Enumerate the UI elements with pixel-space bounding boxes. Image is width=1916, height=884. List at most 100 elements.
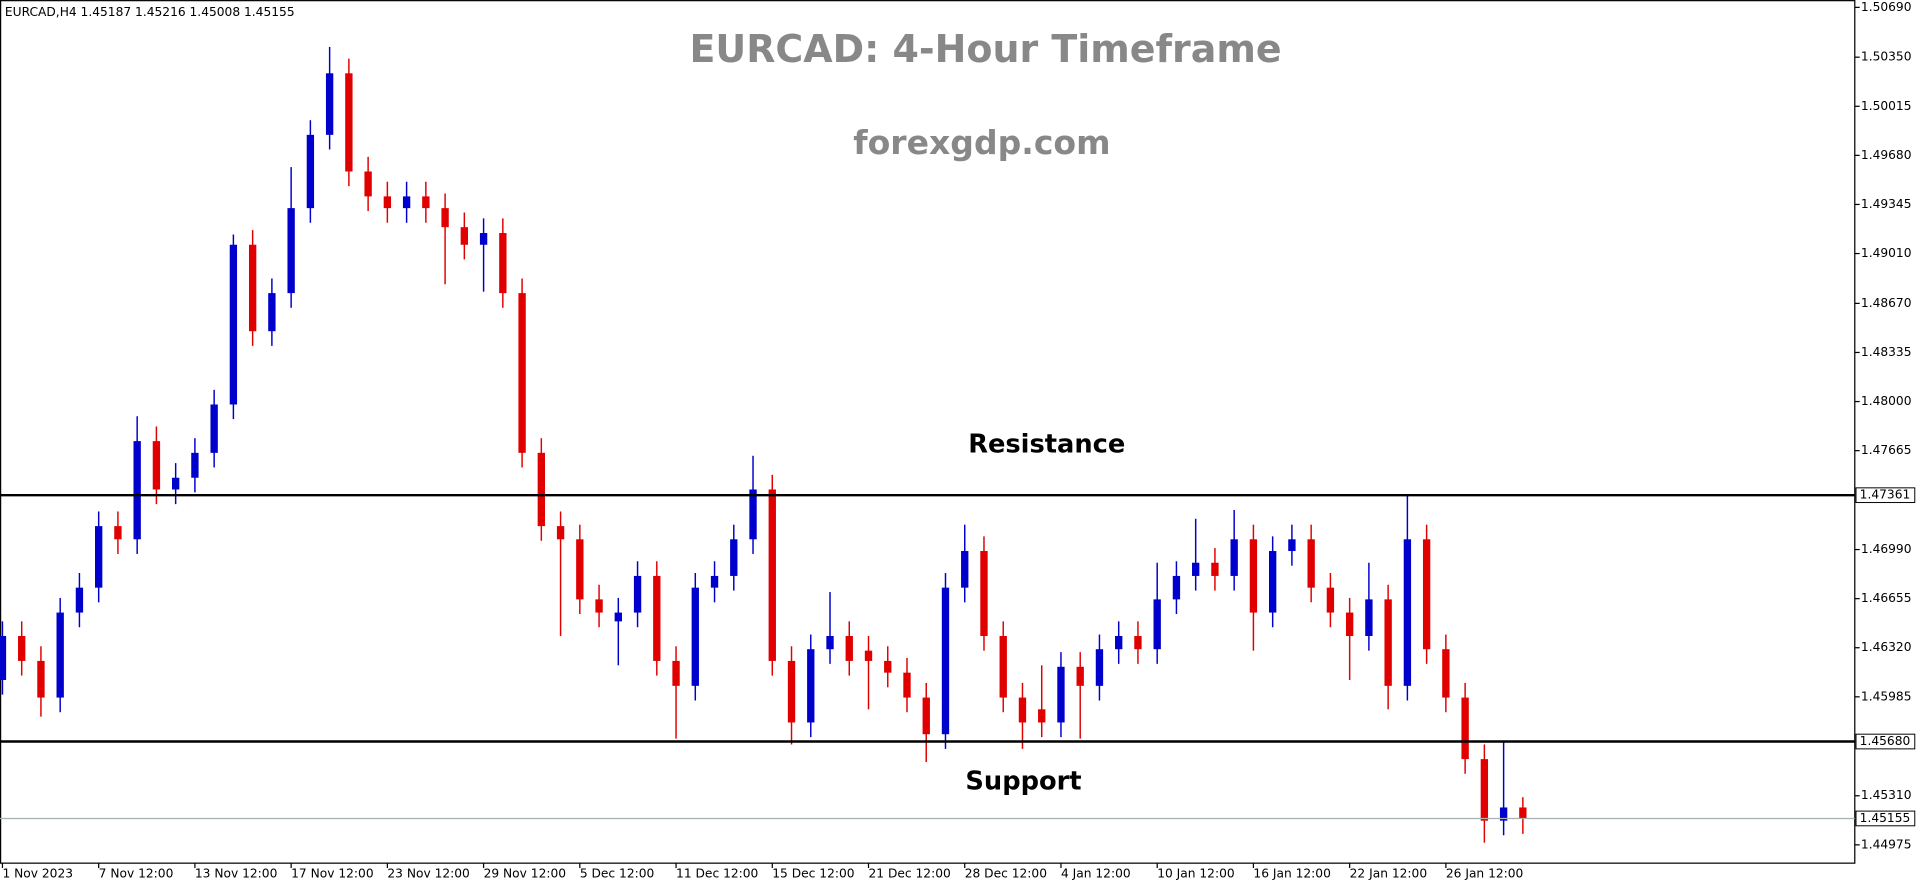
x-tick-label: 4 Jan 12:00 bbox=[1061, 867, 1131, 881]
candle-body bbox=[114, 526, 122, 540]
x-tick-label: 17 Nov 12:00 bbox=[291, 867, 373, 881]
x-tick-label: 28 Dec 12:00 bbox=[965, 867, 1047, 881]
candle-body bbox=[787, 660, 796, 723]
chart-subtitle: forexgdp.com bbox=[853, 123, 1110, 162]
candle-body bbox=[1018, 697, 1027, 723]
candle-body bbox=[1268, 551, 1277, 613]
level-price-box bbox=[1855, 487, 1916, 504]
symbol-info: EURCAD,H4 1.45187 1.45216 1.45008 1.4515… bbox=[5, 5, 295, 19]
candle-body bbox=[614, 612, 622, 622]
candle-body bbox=[210, 404, 218, 453]
candle-body bbox=[479, 233, 488, 245]
candle-body bbox=[1480, 759, 1489, 821]
candle-body bbox=[518, 293, 526, 453]
y-tick-label: 1.46655 bbox=[1861, 591, 1912, 605]
y-tick-label: 1.48000 bbox=[1861, 394, 1912, 408]
candle-body bbox=[941, 587, 950, 735]
candle-body bbox=[961, 551, 969, 588]
x-tick-label: 11 Dec 12:00 bbox=[676, 867, 758, 881]
x-tick-label: 13 Nov 12:00 bbox=[195, 867, 277, 881]
x-tick-label: 1 Nov 2023 bbox=[2, 867, 73, 881]
x-tick-label: 21 Dec 12:00 bbox=[869, 867, 951, 881]
candle-body bbox=[268, 293, 276, 332]
level-name: Support bbox=[965, 766, 1081, 796]
candle-body bbox=[1249, 539, 1258, 613]
y-tick-label: 1.48335 bbox=[1861, 345, 1912, 359]
level-price-label: 1.47361 bbox=[1860, 488, 1911, 502]
chart-title: EURCAD: 4-Hour Timeframe bbox=[689, 27, 1281, 71]
candle-body bbox=[0, 636, 7, 680]
candle-body bbox=[1461, 697, 1469, 760]
candle-body bbox=[1172, 575, 1181, 600]
candle-body bbox=[18, 636, 26, 661]
candle-body bbox=[345, 73, 353, 172]
candle-body bbox=[1192, 562, 1200, 576]
candle-body bbox=[576, 539, 584, 600]
candle-body bbox=[1365, 599, 1373, 637]
y-tick-label: 1.46990 bbox=[1861, 542, 1912, 556]
candle-body bbox=[152, 441, 161, 490]
x-tick-label: 26 Jan 12:00 bbox=[1446, 867, 1523, 881]
candle-body bbox=[287, 208, 295, 294]
y-tick-label: 1.50350 bbox=[1861, 50, 1912, 64]
candle-body bbox=[903, 672, 911, 698]
candle-body bbox=[807, 649, 815, 723]
candle-body bbox=[1153, 599, 1161, 650]
y-tick-label: 1.49680 bbox=[1861, 148, 1912, 162]
current-price-label: 1.45155 bbox=[1860, 811, 1911, 825]
y-tick-label: 1.49345 bbox=[1861, 197, 1912, 211]
x-tick-label: 10 Jan 12:00 bbox=[1157, 867, 1234, 881]
plot-frame bbox=[0, 0, 1856, 864]
x-tick-label: 22 Jan 12:00 bbox=[1350, 867, 1427, 881]
candle-body bbox=[364, 171, 372, 197]
current-price-box bbox=[1855, 810, 1916, 827]
candle-body bbox=[710, 575, 719, 588]
candle-body bbox=[56, 612, 64, 698]
candle-body bbox=[845, 636, 853, 661]
y-tick-label: 1.45310 bbox=[1861, 788, 1912, 802]
candle-body bbox=[595, 599, 603, 613]
y-tick-label: 1.49010 bbox=[1861, 246, 1912, 260]
candle-body bbox=[1499, 807, 1508, 821]
candle-body bbox=[1442, 649, 1450, 698]
candle-body bbox=[864, 650, 873, 661]
candle-body bbox=[556, 526, 565, 540]
y-tick-label: 1.50015 bbox=[1861, 99, 1912, 113]
candle-body bbox=[1134, 636, 1142, 650]
candle-body bbox=[383, 196, 392, 209]
y-tick-label: 1.47665 bbox=[1861, 443, 1912, 457]
candle-body bbox=[460, 227, 469, 245]
x-tick-label: 5 Dec 12:00 bbox=[580, 867, 654, 881]
y-tick-label: 1.45985 bbox=[1861, 689, 1912, 703]
candle-body bbox=[1230, 539, 1238, 576]
x-tick-label: 29 Nov 12:00 bbox=[484, 867, 566, 881]
candle-body bbox=[133, 441, 141, 540]
candle-body bbox=[653, 575, 661, 661]
y-tick-label: 1.48670 bbox=[1861, 296, 1912, 310]
candle-body bbox=[1403, 539, 1412, 686]
candle-body bbox=[1038, 709, 1046, 723]
candle-body bbox=[826, 636, 834, 650]
candle-body bbox=[95, 526, 103, 588]
candle-body bbox=[75, 587, 84, 613]
candle-body bbox=[1115, 636, 1123, 650]
candle-body bbox=[422, 196, 430, 209]
y-tick-label: 1.46320 bbox=[1861, 640, 1912, 654]
level-price-label: 1.45680 bbox=[1860, 734, 1911, 748]
candle-body bbox=[171, 477, 180, 490]
candle-body bbox=[672, 660, 680, 686]
candle-body bbox=[749, 489, 757, 540]
candle-body bbox=[499, 233, 507, 294]
candle-body bbox=[537, 452, 546, 527]
candle-body bbox=[1519, 807, 1527, 819]
y-tick-label: 1.44975 bbox=[1861, 837, 1912, 851]
candle-body bbox=[441, 208, 449, 228]
candle-body bbox=[768, 489, 776, 661]
candle-body bbox=[1345, 612, 1354, 637]
candle-body bbox=[1057, 666, 1065, 723]
candle-body bbox=[884, 660, 892, 673]
candle-body bbox=[730, 539, 738, 576]
candle-body bbox=[999, 636, 1007, 698]
